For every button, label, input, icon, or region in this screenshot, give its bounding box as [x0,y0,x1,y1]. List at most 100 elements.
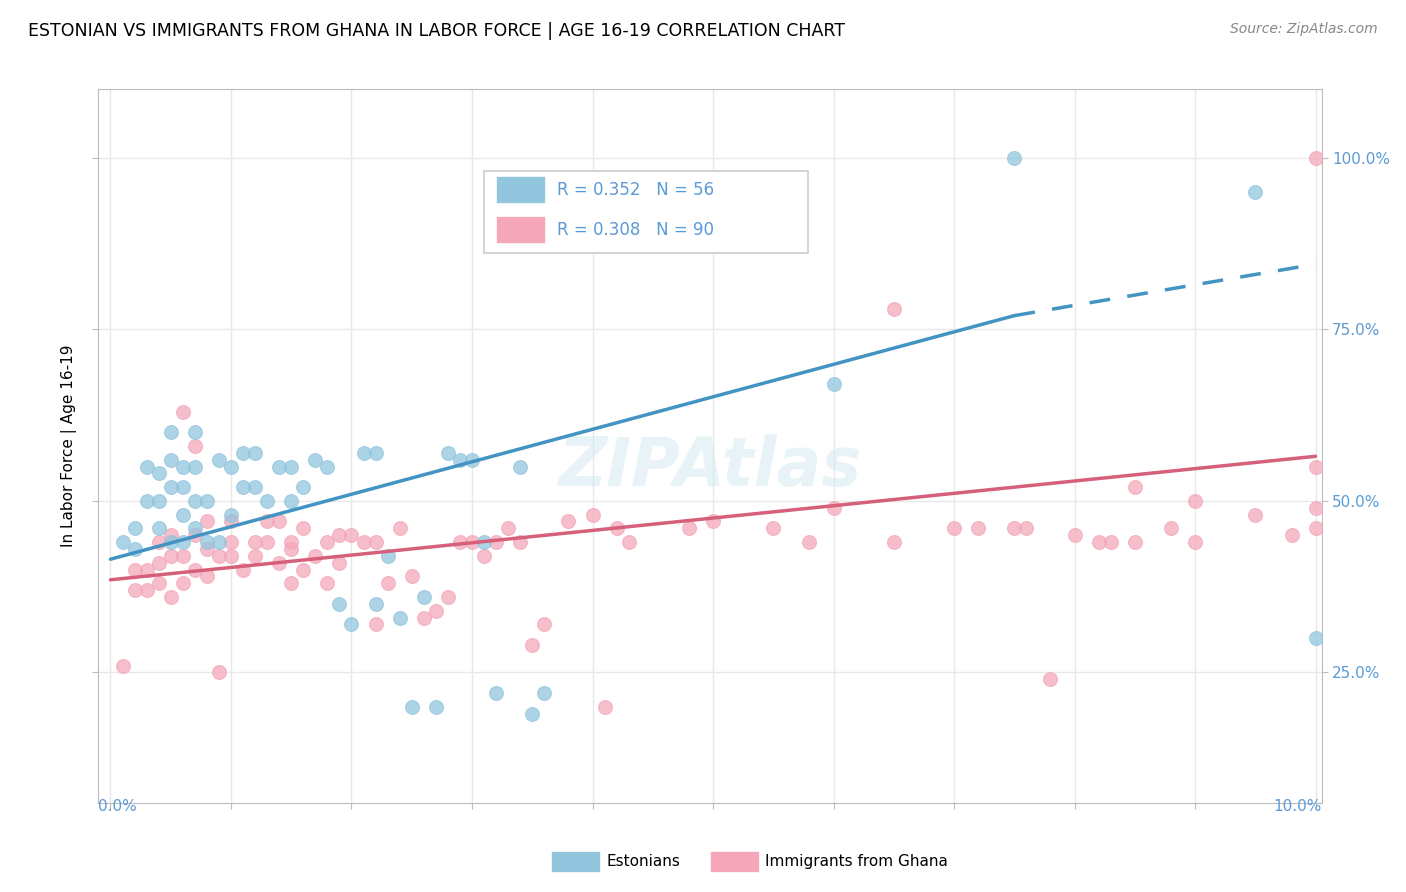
Point [269,459,291,474]
Point [219,515,242,529]
Point [364,597,387,611]
FancyBboxPatch shape [496,177,546,203]
Point [1160,521,1182,535]
Point [184,439,207,453]
Text: R = 0.352   N = 56: R = 0.352 N = 56 [557,181,714,199]
Point [232,562,254,576]
Point [195,569,218,583]
Point [1123,480,1146,494]
Point [340,617,363,632]
Point [509,459,531,474]
Point [883,535,905,549]
Point [883,301,905,316]
Point [292,521,315,535]
Point [1305,151,1327,165]
Point [280,494,302,508]
Point [159,535,181,549]
Point [967,521,990,535]
Point [256,515,278,529]
Point [111,658,134,673]
Point [1063,528,1085,542]
Point [219,549,242,563]
Point [522,706,544,721]
Point [124,521,146,535]
Point [195,535,218,549]
Point [1305,631,1327,645]
Point [412,590,434,604]
Point [292,480,315,494]
Text: ESTONIAN VS IMMIGRANTS FROM GHANA IN LABOR FORCE | AGE 16-19 CORRELATION CHART: ESTONIAN VS IMMIGRANTS FROM GHANA IN LAB… [28,22,845,40]
Point [702,515,724,529]
Point [364,535,387,549]
Y-axis label: In Labor Force | Age 16-19: In Labor Force | Age 16-19 [60,344,77,548]
Point [184,459,207,474]
Point [364,446,387,460]
Point [135,494,157,508]
Point [353,535,375,549]
Point [195,494,218,508]
Text: Source: ZipAtlas.com: Source: ZipAtlas.com [1230,22,1378,37]
Point [172,576,194,591]
Point [472,535,495,549]
Point [243,480,266,494]
Point [208,452,231,467]
Point [195,515,218,529]
Point [111,535,134,549]
Point [280,459,302,474]
Point [148,556,170,570]
Point [1002,151,1025,165]
Point [799,535,821,549]
Point [1123,535,1146,549]
FancyBboxPatch shape [710,851,759,872]
Point [256,535,278,549]
Point [509,535,531,549]
Point [269,556,291,570]
Point [1305,500,1327,515]
Point [232,480,254,494]
Point [159,590,181,604]
Point [219,459,242,474]
Point [533,617,555,632]
Point [593,699,616,714]
Point [1002,521,1025,535]
Point [449,452,471,467]
Point [243,535,266,549]
Point [1305,459,1327,474]
FancyBboxPatch shape [496,216,546,243]
Point [1305,521,1327,535]
Point [184,528,207,542]
Point [135,562,157,576]
Point [184,425,207,440]
Point [124,541,146,556]
Text: 10.0%: 10.0% [1274,799,1322,814]
Text: 0.0%: 0.0% [98,799,138,814]
FancyBboxPatch shape [484,171,808,253]
Point [304,549,326,563]
Point [159,425,181,440]
Point [1184,535,1206,549]
Point [172,405,194,419]
Point [148,467,170,481]
Point [461,535,484,549]
Point [159,452,181,467]
Point [159,528,181,542]
Point [533,686,555,700]
Point [184,562,207,576]
Point [148,494,170,508]
Point [243,549,266,563]
FancyBboxPatch shape [551,851,600,872]
Point [148,535,170,549]
Point [522,638,544,652]
Point [678,521,700,535]
Point [135,459,157,474]
Point [353,446,375,460]
Point [304,452,326,467]
Point [135,583,157,598]
Point [823,377,845,392]
Point [401,699,423,714]
Point [437,590,460,604]
Point [496,521,519,535]
Point [208,549,231,563]
Point [232,446,254,460]
Point [219,535,242,549]
